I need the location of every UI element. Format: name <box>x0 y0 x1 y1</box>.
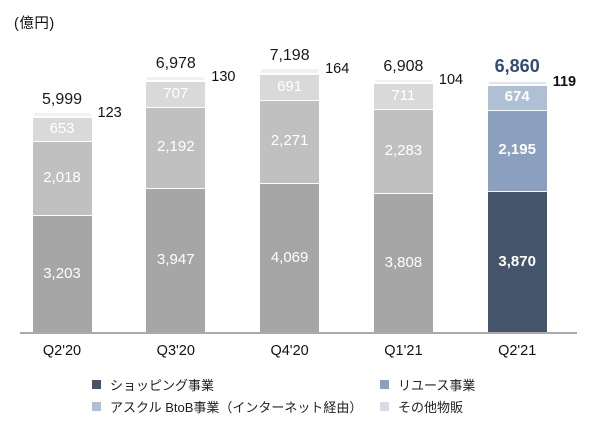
legend-swatch-reuse <box>380 380 389 389</box>
legend-label-reuse: リユース事業 <box>398 378 476 393</box>
segment-value-label: 2,192 <box>157 138 195 156</box>
bar-segment <box>487 190 547 333</box>
segment-value-label: 3,808 <box>384 253 423 271</box>
segment-value-label: 2,018 <box>43 168 81 186</box>
bar-segment <box>146 187 206 333</box>
segment-value-label: 4,069 <box>270 249 309 267</box>
bar-segment <box>487 80 547 85</box>
segment-value-label: 707 <box>163 85 189 103</box>
segment-value-label: 711 <box>391 86 416 104</box>
bar-segment <box>487 85 547 110</box>
x-axis-label: Q3'20 <box>156 343 195 359</box>
bar-segment <box>146 81 206 108</box>
other-value-label: 130 <box>211 69 236 86</box>
legend-label-other: その他物販 <box>398 400 464 415</box>
legend: ショッピング事業 リユース事業 アスクル BtoB事業（インターネット経由） そ… <box>92 377 476 415</box>
other-value-label: 119 <box>552 73 577 90</box>
bar-segment <box>373 82 433 109</box>
legend-swatch-shopping <box>92 380 101 389</box>
legend-label-shopping: ショッピング事業 <box>110 378 215 393</box>
segment-value-label: 3,870 <box>498 252 536 270</box>
bar-segment <box>260 74 320 100</box>
bar-segment <box>373 192 433 333</box>
bar-segment <box>373 78 433 83</box>
bar-segment <box>32 215 92 333</box>
segment-value-label: 3,203 <box>43 265 81 283</box>
segment-value-label: 2,271 <box>270 132 309 150</box>
bar-segment <box>146 107 206 188</box>
x-axis-label: Q2'21 <box>498 343 537 359</box>
x-axis-label: Q2'20 <box>42 343 82 359</box>
segment-value-label: 653 <box>49 119 75 137</box>
total-label: 6,908 <box>383 57 424 75</box>
total-label: 6,860 <box>494 55 540 76</box>
legend-item-other: その他物販 <box>380 399 475 415</box>
bar-segment <box>487 109 547 191</box>
x-axis-label: Q1'21 <box>384 343 423 359</box>
bar-segment <box>373 108 433 193</box>
x-axis-line <box>20 332 577 334</box>
legend-label-askul-btob: アスクル BtoB事業（インターネット経由） <box>110 400 363 415</box>
other-value-label: 104 <box>438 71 464 88</box>
segment-value-label: 2,195 <box>498 141 536 159</box>
other-value-label: 164 <box>325 61 350 78</box>
segment-value-label: 691 <box>277 77 303 95</box>
legend-swatch-askul-btob <box>92 402 101 411</box>
legend-item-shopping: ショッピング事業 <box>92 377 380 393</box>
segment-value-label: 3,947 <box>157 251 195 269</box>
segment-value-label: 674 <box>504 88 530 106</box>
bar-segment <box>260 99 320 184</box>
bar-segment <box>146 76 206 82</box>
other-value-label: 123 <box>97 105 122 122</box>
legend-swatch-other <box>380 402 389 411</box>
bar-segment <box>32 116 92 141</box>
unit-label: (億円) <box>14 16 55 32</box>
total-label: 5,999 <box>41 91 83 109</box>
legend-item-askul-btob: アスクル BtoB事業（インターネット経由） <box>92 399 380 415</box>
x-axis-label: Q4'20 <box>270 343 309 359</box>
bar-segment <box>260 68 320 75</box>
total-label: 6,978 <box>155 55 196 73</box>
bar-segment <box>260 183 320 333</box>
legend-item-reuse: リユース事業 <box>380 377 476 393</box>
segment-value-label: 2,283 <box>384 141 423 159</box>
total-label: 7,198 <box>269 47 310 65</box>
bar-segment <box>32 140 92 216</box>
bar-segment <box>32 112 92 117</box>
